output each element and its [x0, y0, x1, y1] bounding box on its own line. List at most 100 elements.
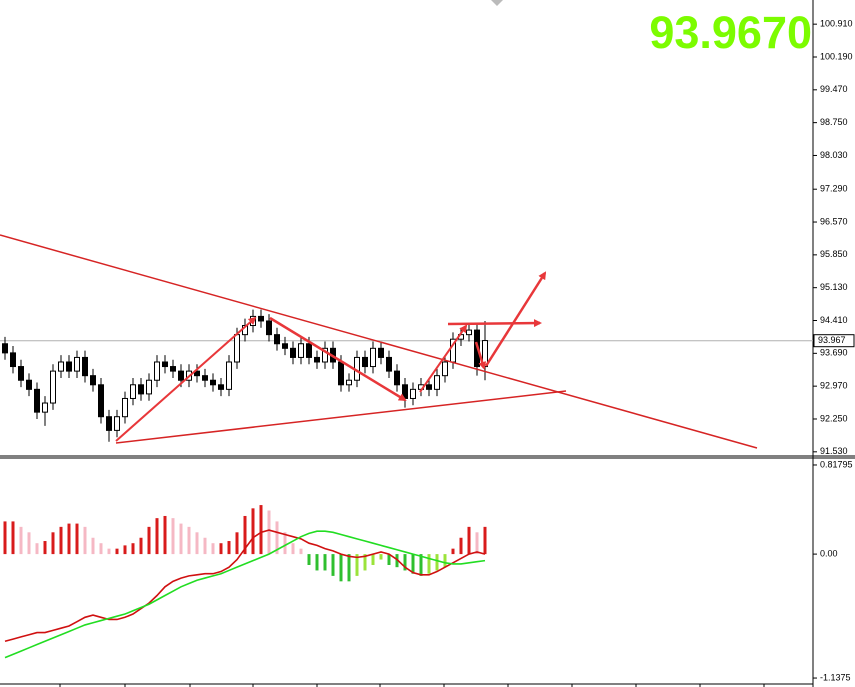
candle-body [386, 356, 392, 372]
candle-body [10, 352, 16, 368]
candle-body [146, 379, 152, 395]
histogram-bar [147, 526, 151, 555]
histogram-bar [155, 518, 159, 555]
histogram-bar [235, 532, 239, 555]
histogram-bar [195, 532, 199, 555]
histogram-bar [339, 554, 343, 582]
histogram-bar [171, 518, 175, 555]
histogram-bar [323, 554, 327, 571]
y-tick-label: 100.190 [820, 51, 853, 61]
histogram-bar [283, 532, 287, 555]
histogram-bar [451, 548, 455, 555]
trend-line [0, 234, 758, 449]
candle-body [298, 343, 304, 358]
candle-body [138, 384, 144, 395]
histogram-bar [243, 515, 247, 555]
histogram-bar [459, 537, 463, 555]
candle-body [322, 347, 328, 363]
time-ticks [59, 684, 765, 687]
y-tick-label: 92.250 [820, 413, 848, 423]
histogram-bar [67, 523, 71, 555]
candle-body [218, 384, 224, 390]
arrow [115, 316, 257, 442]
y-tick-label: 97.290 [820, 184, 848, 194]
histogram-bar [115, 548, 119, 555]
candle-body [106, 416, 112, 431]
candle-body [362, 356, 368, 368]
histogram-bar [307, 554, 311, 565]
histogram-bar [483, 526, 487, 555]
y-tick-label: 93.690 [820, 348, 848, 358]
arrow [269, 316, 407, 402]
y-tick-label: 100.910 [820, 19, 853, 29]
histogram-bar [19, 526, 23, 555]
candle-body [378, 347, 384, 358]
indicator-line [4, 530, 486, 659]
candle-body [434, 375, 440, 390]
candle-body [466, 329, 472, 336]
histogram-bar [435, 554, 439, 571]
y-tick-label: 95.850 [820, 249, 848, 259]
histogram-bar [11, 521, 15, 555]
candle-body [58, 361, 64, 372]
current-price-box [813, 334, 855, 348]
candle-body [338, 361, 344, 386]
scroll-marker [491, 0, 503, 6]
histogram-bar [35, 543, 39, 555]
histogram-bar [299, 548, 303, 555]
y-tick-label: 98.030 [820, 150, 848, 160]
trend-line [115, 390, 567, 444]
candle-body [290, 347, 296, 358]
candle-body [74, 356, 80, 372]
candle-body [154, 361, 160, 381]
candle-body [178, 370, 184, 381]
candle-body [42, 402, 48, 413]
candle-body [66, 361, 72, 372]
y-tick-label: 0.81795 [820, 459, 853, 469]
histogram-bar [163, 515, 167, 555]
histogram-bar [419, 554, 423, 576]
histogram-bar [403, 554, 407, 571]
price-headline: 93.9670 [649, 7, 812, 58]
candle-body [282, 343, 288, 349]
histogram-bar [107, 548, 111, 555]
candle-body [18, 366, 24, 381]
histogram-bar [315, 554, 319, 571]
histogram-bar [187, 526, 191, 555]
histogram-bar [267, 510, 271, 555]
candle-body [34, 388, 40, 413]
y-tick-label: 92.970 [820, 381, 848, 391]
candle-body [130, 384, 136, 399]
histogram-bar [291, 543, 295, 555]
drawings [0, 234, 758, 449]
y-tick-label: 95.130 [820, 282, 848, 292]
candle-body [306, 343, 312, 358]
histogram-bar [43, 541, 47, 555]
current-price-label: 93.967 [818, 335, 846, 345]
candle-body [82, 356, 88, 377]
histogram-bar [139, 537, 143, 555]
arrow [447, 319, 542, 328]
histogram-bar [443, 554, 447, 568]
candle-body [90, 375, 96, 386]
candle-body [258, 315, 264, 322]
candle-body [114, 416, 120, 431]
candle-body [98, 384, 104, 418]
y-tick-label: 99.470 [820, 84, 848, 94]
histogram-bar [3, 521, 7, 555]
histogram-bar [427, 554, 431, 574]
y-tick-label: 94.410 [820, 315, 848, 325]
histogram-bar [371, 554, 375, 565]
candle-body [274, 334, 280, 345]
y-tick-label: 91.530 [820, 446, 848, 456]
candle-body [234, 334, 240, 363]
histogram-bar [275, 521, 279, 555]
candle-body [170, 366, 176, 372]
histogram-bar [51, 532, 55, 555]
histogram-bar [379, 554, 383, 560]
indicator-line [4, 529, 486, 643]
histogram-bar [475, 532, 479, 555]
y-tick-label: 0.00 [820, 548, 838, 558]
